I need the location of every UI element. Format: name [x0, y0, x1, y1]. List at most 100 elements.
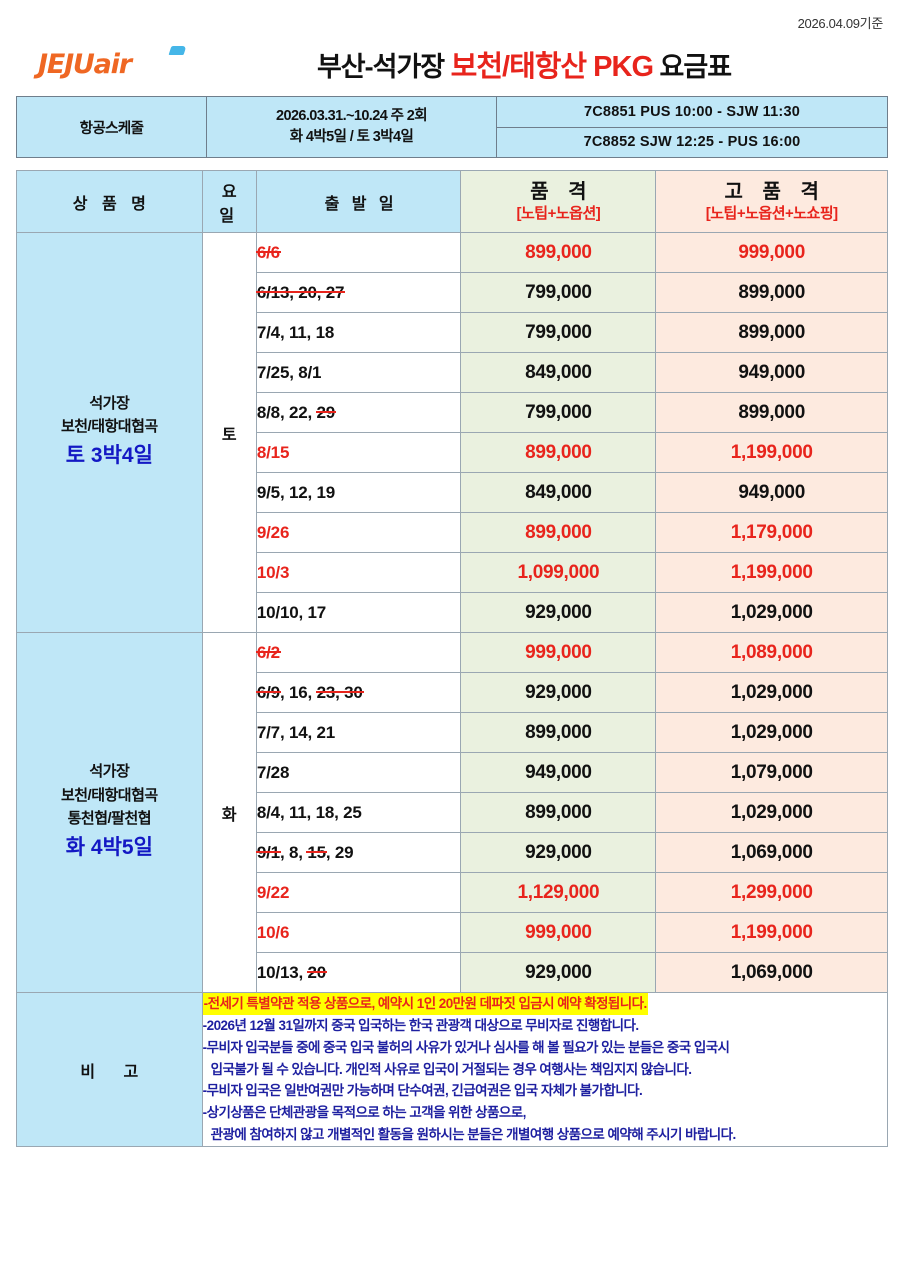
price-table-head: 상 품 명 요 일 출 발 일 품 격 [노팁+노옵션] 고 품 격 [노팁+노…: [16, 170, 888, 233]
departure-date-cell: 8/15: [255, 432, 462, 473]
date-token: 8/15: [256, 442, 290, 462]
date-token: 7/7, 14, 21: [256, 722, 336, 742]
departure-date-cell: 6/9, 16, 23, 30: [255, 672, 462, 713]
flight-schedule-period: 2026.03.31.~10.24 주 2회 화 4박5일 / 토 3박4일: [207, 97, 497, 157]
price-standard-cell: 929,000: [460, 672, 657, 713]
product-duration: 토 3박4일: [65, 444, 153, 468]
price-standard-cell: 929,000: [460, 952, 657, 993]
table-row: 8/8, 22, 29 799,000 899,000: [17, 392, 888, 433]
departure-date-cell: 8/4, 11, 18, 25: [255, 792, 462, 833]
header-product-name: 상 품 명: [16, 170, 203, 233]
price-standard-cell: 929,000: [460, 832, 657, 873]
remark-text: 관광에 참여하지 않고 개별적인 활동을 원하시는 분들은 개별여행 상품으로 …: [210, 1127, 737, 1143]
product-name-line: 보천/태항대협곡: [60, 418, 158, 436]
table-row: 7/28 949,000 1,079,000: [17, 752, 888, 793]
table-row: 석가장 보천/태항대협곡 토 3박4일 토 6/6 899,000 999,000: [16, 232, 888, 633]
price-premium-cell: 1,029,000: [655, 592, 888, 633]
header-price-premium: 고 품 격 [노팁+노옵션+노쇼핑]: [655, 170, 888, 233]
date-token: 8/4, 11, 18, 25: [256, 802, 362, 822]
price-premium-cell: 1,199,000: [655, 552, 888, 593]
page-title-suffix: 요금표: [653, 52, 733, 82]
day-of-week-cell: 토: [201, 232, 257, 633]
date-token-cancelled: 29: [316, 402, 336, 422]
remark-highlighted: -전세기 특별약관 적용 상품으로, 예약시 1인 20만원 데파짓 입금시 예…: [202, 993, 648, 1015]
price-premium-cell: 1,029,000: [655, 792, 888, 833]
price-standard-cell: 899,000: [460, 432, 657, 473]
remark-text: -상기상품은 단체관광을 목적으로 하는 고객을 위한 상품으로,: [202, 1105, 527, 1121]
price-premium-cell: 1,199,000: [655, 912, 888, 953]
remarks-row: 비 고 -전세기 특별약관 적용 상품으로, 예약시 1인 20만원 데파짓 입…: [16, 991, 889, 1148]
remarks-body: -전세기 특별약관 적용 상품으로, 예약시 1인 20만원 데파짓 입금시 예…: [201, 991, 889, 1148]
date-token-cancelled: 23, 30: [316, 682, 363, 702]
price-premium-cell: 1,179,000: [655, 512, 888, 553]
table-row: 9/1, 8, 15, 29 929,000 1,069,000: [17, 832, 888, 873]
table-row: 7/7, 14, 21 899,000 1,029,000: [17, 712, 888, 753]
product-name-line: 석가장: [89, 394, 130, 412]
price-standard-cell: 999,000: [460, 912, 657, 953]
flight-row-inbound: 7C8852 SJW 12:25 - PUS 16:00: [497, 126, 887, 158]
price-standard-cell: 899,000: [460, 792, 657, 833]
date-token-cancelled: 6/2: [256, 642, 280, 662]
remark-line: -무비자 입국은 일반여권만 가능하며 단수여권, 긴급여권은 입국 자체가 불…: [203, 1080, 887, 1102]
departure-date-cell: 10/3: [255, 552, 462, 593]
flight-schedule-box: 항공스케줄 2026.03.31.~10.24 주 2회 화 4박5일 / 토 …: [16, 96, 888, 158]
date-token: 9/26: [256, 522, 290, 542]
table-row: 10/10, 17 929,000 1,029,000: [17, 592, 888, 633]
table-row: 7/4, 11, 18 799,000 899,000: [17, 312, 888, 353]
price-premium-cell: 1,069,000: [655, 952, 888, 993]
date-token: 10/13,: [256, 962, 308, 982]
remark-line: -상기상품은 단체관광을 목적으로 하는 고객을 위한 상품으로,: [203, 1102, 887, 1124]
price-premium-cell: 899,000: [655, 312, 888, 353]
price-premium-cell: 1,029,000: [655, 672, 888, 713]
departure-date-cell: 10/10, 17: [255, 592, 462, 633]
departure-date-cell: 6/13, 20, 27: [255, 272, 462, 313]
date-token: 9/22: [256, 882, 290, 902]
departure-date-cell: 10/13, 20: [255, 952, 462, 993]
price-standard-cell: 899,000: [460, 232, 657, 273]
price-standard-cell: 899,000: [460, 712, 657, 753]
price-table-foot: 비 고 -전세기 특별약관 적용 상품으로, 예약시 1인 20만원 데파짓 입…: [16, 991, 889, 1148]
departure-date-cell: 6/2: [255, 632, 462, 673]
date-token: 8/8, 22,: [256, 402, 317, 422]
jejuair-logo-text: JEJUair: [38, 48, 132, 80]
price-standard-cell: 999,000: [460, 632, 657, 673]
remark-line: 입국불가 될 수 있습니다. 개인적 사유로 입국이 거절되는 경우 여행사는 …: [203, 1059, 887, 1081]
flight-row-outbound: 7C8851 PUS 10:00 - SJW 11:30: [584, 103, 800, 120]
product-name-line: 보천/태항대협곡: [60, 786, 158, 804]
table-row: 9/26 899,000 1,179,000: [17, 512, 888, 553]
table-row: 석가장 보천/태항대협곡 통천협/팔천협 화 4박5일 화 6/2 999,000 1,089…: [16, 632, 888, 993]
header-departure-date: 출 발 일: [255, 170, 462, 233]
price-standard-cell: 899,000: [460, 512, 657, 553]
price-premium-cell: 949,000: [655, 472, 888, 513]
page-title: 부산-석가장 보천/태항산 PKG 요금표: [203, 43, 905, 85]
price-premium-cell: 1,199,000: [655, 432, 888, 473]
header-price-standard-main: 품 격: [530, 180, 594, 203]
departure-date-cell: 7/28: [255, 752, 462, 793]
header-day-of-week: 요 일: [201, 170, 257, 233]
departure-date-cell: 9/1, 8, 15, 29: [255, 832, 462, 873]
departure-date-cell: 6/6: [255, 232, 462, 273]
price-premium-cell: 899,000: [655, 272, 888, 313]
price-standard-cell: 799,000: [460, 272, 657, 313]
departure-date-cell: 8/8, 22, 29: [255, 392, 462, 433]
date-token: 7/4, 11, 18: [256, 322, 335, 342]
price-premium-cell: 1,089,000: [655, 632, 888, 673]
jejuair-accent-icon: [168, 46, 187, 55]
departure-date-cell: 7/4, 11, 18: [255, 312, 462, 353]
date-token: 7/28: [256, 762, 290, 782]
date-token-cancelled: 6/9: [256, 682, 280, 702]
departure-date-cell: 7/7, 14, 21: [255, 712, 462, 753]
page-title-prefix: 부산-석가장: [316, 52, 451, 82]
table-header-row: 상 품 명 요 일 출 발 일 품 격 [노팁+노옵션] 고 품 격 [노팁+노…: [16, 170, 888, 233]
date-token: , 8,: [279, 842, 308, 862]
remark-text: -무비자 입국분들 중에 중국 입국 불허의 사유가 있거나 심사를 해 볼 필…: [202, 1039, 730, 1055]
table-row: 10/13, 20 929,000 1,069,000: [17, 952, 888, 993]
remark-text: 입국불가 될 수 있습니다. 개인적 사유로 입국이 거절되는 경우 여행사는 …: [210, 1061, 692, 1077]
price-premium-cell: 999,000: [655, 232, 888, 273]
departure-date-cell: 7/25, 8/1: [255, 352, 462, 393]
schedule-period-line1: 2026.03.31.~10.24 주 2회: [276, 107, 428, 124]
remark-line: -무비자 입국분들 중에 중국 입국 불허의 사유가 있거나 심사를 해 볼 필…: [203, 1037, 887, 1059]
date-token-cancelled: 20: [307, 962, 327, 982]
date-token: , 29: [325, 842, 354, 862]
